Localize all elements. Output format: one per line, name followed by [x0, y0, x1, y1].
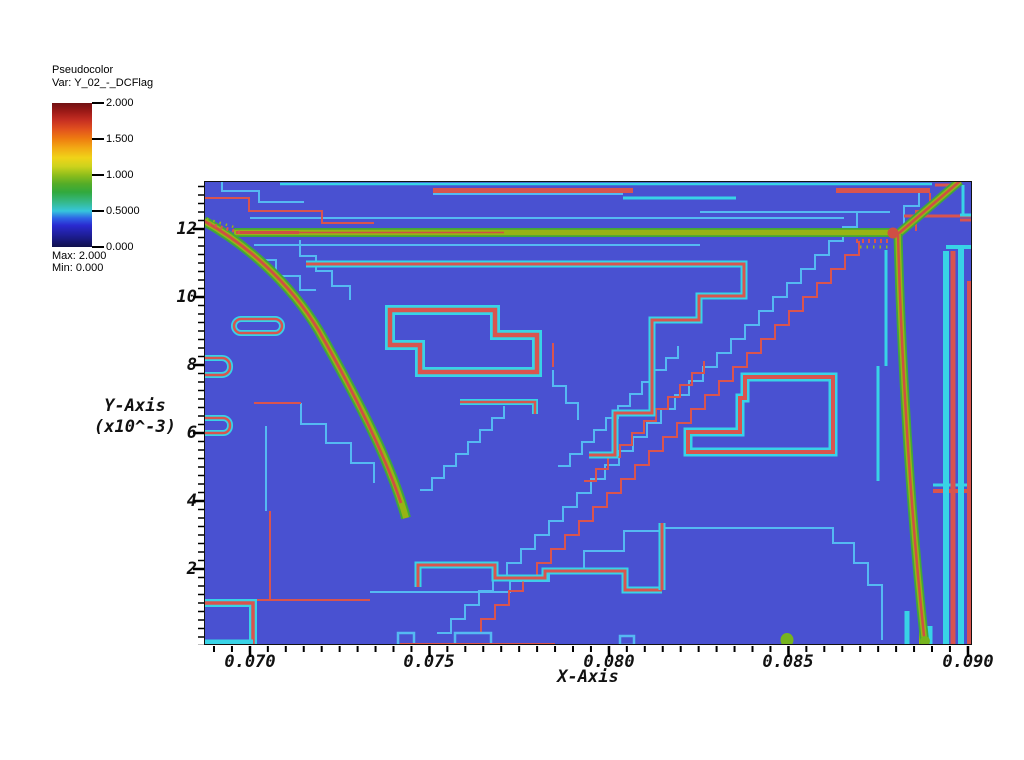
y-tick-label: 12	[176, 219, 197, 239]
colorbar-tick-mark	[92, 210, 104, 212]
y-tick-label: 6	[186, 423, 197, 443]
colorbar-tick-mark	[92, 138, 104, 140]
x-tick-label: 0.070	[224, 652, 276, 672]
legend-title: Pseudocolor	[52, 64, 114, 76]
colorbar-tick-label: 0.5000	[106, 205, 140, 217]
cyan-contour-lines	[221, 181, 920, 640]
y-tick-label: 8	[186, 355, 197, 375]
shock-bands	[204, 181, 963, 645]
y-axis-unit: (x10^-3)	[94, 417, 176, 437]
x-axis-title: X-Axis	[557, 667, 619, 687]
y-tick-label: 4	[186, 491, 197, 511]
legend-max-value: Max: 2.000	[52, 250, 107, 262]
colorbar-tick-mark	[92, 102, 104, 104]
colorbar-tick-label: 0.000	[106, 241, 134, 253]
legend-min-value: Min: 0.000	[52, 262, 104, 274]
colorbar-tick-label: 1.000	[106, 169, 134, 181]
x-axis-ticks	[213, 646, 972, 657]
y-tick-label: 10	[176, 287, 197, 307]
colorbar-tick-label: 2.000	[106, 97, 134, 109]
colorbar-tick-mark	[92, 246, 104, 248]
y-tick-label: 2	[186, 559, 197, 579]
x-tick-label: 0.080	[583, 652, 635, 672]
flagged-cell-boundaries	[204, 260, 838, 645]
colorbar-tick-label: 1.500	[106, 133, 134, 145]
cyan-contour-lines-bold	[280, 182, 972, 487]
x-tick-label: 0.090	[942, 652, 994, 672]
x-tick-label: 0.075	[403, 652, 455, 672]
legend-variable: Var: Y_02_-_DCFlag	[52, 77, 154, 89]
x-tick-label: 0.085	[762, 652, 814, 672]
colorbar-tick-mark	[92, 174, 104, 176]
plot-border	[204, 181, 972, 645]
y-axis-ticks	[193, 185, 204, 645]
y-axis-title: Y-Axis (x10^-3)	[80, 396, 190, 437]
colorbar-gradient	[52, 103, 92, 247]
green-blob	[780, 633, 794, 645]
plot-canvas[interactable]	[204, 181, 972, 645]
field-background	[204, 181, 972, 645]
band-junction	[887, 227, 899, 239]
y-axis-title-text: Y-Axis	[104, 396, 166, 416]
